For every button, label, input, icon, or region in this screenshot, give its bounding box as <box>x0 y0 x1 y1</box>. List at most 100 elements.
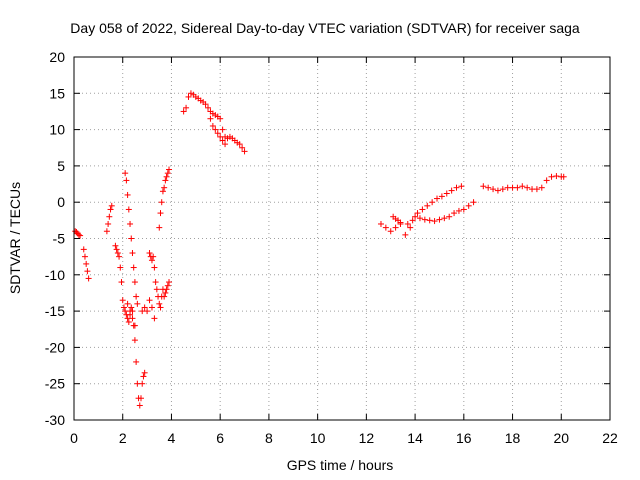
data-point <box>113 246 120 253</box>
data-point <box>130 264 137 271</box>
data-point <box>548 173 555 180</box>
data-point <box>448 187 455 194</box>
data-point <box>524 184 531 191</box>
x-axis-label: GPS time / hours <box>287 457 394 473</box>
data-point <box>416 215 423 222</box>
data-point <box>217 133 224 140</box>
data-point <box>451 210 458 217</box>
y-tick-label: 20 <box>49 49 65 65</box>
data-point <box>239 144 246 151</box>
data-point <box>138 395 144 402</box>
data-point <box>387 228 394 235</box>
data-point <box>146 297 153 304</box>
data-point <box>105 220 112 227</box>
data-point <box>81 253 88 260</box>
data-point <box>136 402 143 409</box>
data-point <box>421 216 428 223</box>
data-point <box>163 286 170 293</box>
data-point <box>151 264 158 271</box>
data-point <box>236 141 243 148</box>
grid <box>74 57 610 420</box>
y-tick-label: 5 <box>57 158 65 174</box>
y-axis: -30 -25 -20 -15 -10 -5 0 5 10 15 20 <box>45 49 610 428</box>
data-point <box>84 268 91 275</box>
data-point <box>207 115 214 122</box>
data-point <box>543 177 550 184</box>
data-point <box>131 322 138 329</box>
data-point <box>490 186 497 193</box>
data-point <box>144 308 151 315</box>
data-point <box>434 195 441 202</box>
data-point <box>75 231 82 238</box>
data-point <box>446 213 453 220</box>
x-tick-label: 0 <box>70 430 78 446</box>
data-point <box>153 286 160 293</box>
data-point <box>377 220 384 227</box>
data-point <box>120 304 127 311</box>
data-point <box>161 293 168 300</box>
y-tick-label: -10 <box>45 267 65 283</box>
data-point <box>139 380 146 387</box>
y-tick-label: 0 <box>57 194 65 210</box>
data-point <box>116 253 123 260</box>
data-point <box>127 220 134 227</box>
data-point <box>436 216 443 223</box>
x-tick-label: 8 <box>265 430 273 446</box>
data-point <box>159 188 166 195</box>
y-axis-label: SDTVAR / TECUs <box>7 182 23 294</box>
data-point <box>412 213 419 220</box>
y-tick-label: -5 <box>53 231 66 247</box>
data-point <box>480 183 487 190</box>
data-point <box>151 315 158 322</box>
data-point <box>129 315 136 322</box>
y-tick-label: -15 <box>45 303 65 319</box>
y-tick-label: -25 <box>45 376 65 392</box>
data-point <box>470 199 477 206</box>
data-point <box>122 170 129 177</box>
data-point <box>414 210 421 217</box>
data-point <box>419 206 426 213</box>
chart-title: Day 058 of 2022, Sidereal Day-to-day VTE… <box>70 20 580 36</box>
data-point <box>214 130 221 137</box>
data-point <box>157 304 164 311</box>
data-point <box>222 141 229 148</box>
data-point <box>148 257 155 264</box>
data-point <box>453 184 460 191</box>
data-point <box>77 232 84 239</box>
data-point <box>108 202 115 209</box>
data-point <box>166 279 173 286</box>
data-point <box>382 224 389 231</box>
data-point <box>128 304 135 311</box>
x-tick-label: 6 <box>216 430 224 446</box>
data-point <box>83 260 90 267</box>
data-point <box>205 104 211 111</box>
data-point <box>161 184 168 191</box>
data-point <box>124 191 131 198</box>
data-point <box>118 279 125 286</box>
data-point <box>424 202 431 209</box>
data-point <box>455 207 462 214</box>
data-point <box>429 199 436 206</box>
data-point <box>123 177 130 184</box>
data-point <box>148 304 155 311</box>
data-point <box>129 250 136 257</box>
data-point <box>180 108 187 115</box>
data-point <box>156 224 163 231</box>
data-point <box>119 297 126 304</box>
x-tick-label: 22 <box>602 430 618 446</box>
data-point <box>162 177 169 184</box>
data-point <box>127 308 134 315</box>
data-point <box>152 279 159 286</box>
data-point <box>156 300 163 307</box>
data-point <box>392 224 399 231</box>
data-point <box>533 186 540 193</box>
data-point <box>114 250 121 257</box>
data-point <box>209 122 216 129</box>
data-point <box>443 190 450 197</box>
data-point <box>134 300 141 307</box>
data-point <box>157 210 164 217</box>
data-point <box>150 253 157 260</box>
data-point <box>125 206 132 213</box>
data-point <box>402 231 409 238</box>
